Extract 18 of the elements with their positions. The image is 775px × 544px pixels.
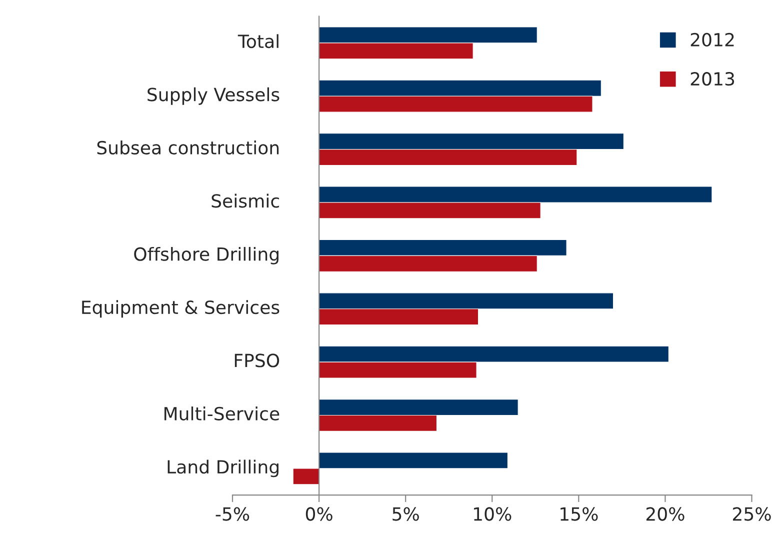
- y-tick-label: Land Drilling: [168, 460, 278, 478]
- y-tick-label: Total: [238, 34, 278, 48]
- legend-label: 2012: [690, 32, 734, 47]
- x-tick-label: 5%: [392, 507, 419, 521]
- y-tick-label: Supply Vessels: [148, 87, 280, 105]
- x-tick-label: 25%: [733, 507, 771, 521]
- y-tick-label: Seismic: [212, 194, 279, 208]
- y-tick-label: FPSO: [234, 354, 280, 368]
- x-tick-label: 0%: [306, 507, 332, 521]
- x-tick-label: -5%: [216, 507, 250, 521]
- y-tick-label: Equipment & Services: [82, 300, 280, 318]
- y-tick-label: Offshore Drilling: [134, 246, 278, 264]
- legend-label: 2013: [690, 72, 734, 86]
- x-tick-label: 20%: [646, 507, 684, 521]
- y-tick-label: Subsea construction: [97, 140, 279, 155]
- x-tick-label: 15%: [560, 507, 598, 521]
- x-tick-label: 10%: [474, 507, 512, 521]
- y-tick-label: Multi-Service: [164, 406, 280, 420]
